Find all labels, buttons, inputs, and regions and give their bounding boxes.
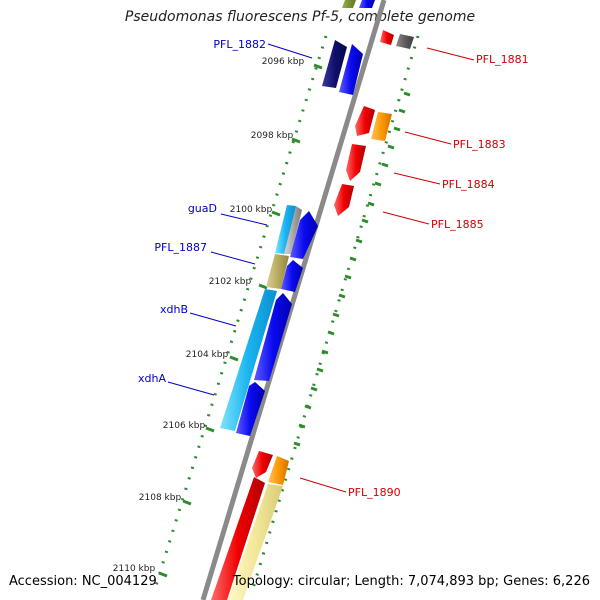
gene-feature-pfl-1887-a [266, 254, 289, 289]
gene-label-xdhb[interactable]: xdhB [160, 303, 188, 316]
gene-feature-pfl-1881-b [396, 34, 414, 49]
gene-feature-xdha [236, 382, 265, 436]
ruler-tick [271, 210, 281, 217]
gene-label-leader [299, 477, 347, 493]
strand-dash [361, 218, 369, 224]
gene-feature-pfl-1890-a [252, 451, 273, 478]
strand-dash [355, 238, 363, 244]
ruler-tick-label: 2098 kbp [251, 131, 294, 141]
map-title: Pseudomonas fluorescens Pf-5, complete g… [124, 9, 476, 25]
ruler-tick [182, 499, 192, 506]
gene-feature-xdhb-b [254, 293, 292, 381]
strand-dash [367, 201, 375, 207]
gene-feature-xdhb-a [220, 289, 277, 431]
gene-feature-pfl-1887-b [281, 260, 303, 292]
ruler-tick [158, 571, 168, 578]
gene-label-pfl-1885[interactable]: PFL_1885 [431, 218, 484, 231]
gene-feature-olive-top [342, 0, 356, 8]
ruler-tick-label: 2110 kbp [113, 564, 156, 574]
gene-feature-pfl-1882-b [339, 44, 363, 95]
gene-feature-pfl-1883-b [371, 112, 392, 141]
ruler-tick [291, 137, 301, 144]
strand-dash [398, 108, 406, 114]
strand-dash [332, 312, 340, 318]
gene-label-pfl-1890[interactable]: PFL_1890 [348, 486, 401, 499]
gene-feature-pfl-1881-a [380, 30, 394, 45]
strand-dash [381, 162, 389, 168]
gene-features [211, 0, 414, 600]
gene-feature-pfl-1882-a [322, 40, 347, 88]
strand-dash [304, 404, 312, 410]
strand-dash [321, 349, 329, 355]
accession-label: Accession: NC_004129 [9, 574, 157, 589]
gene-label-pfl-1887[interactable]: PFL_1887 [154, 241, 207, 254]
gene-feature-pfl-1890-b [268, 456, 289, 485]
gene-label-leader [210, 251, 256, 265]
ruler-tick [205, 426, 215, 433]
ruler-tick [258, 283, 268, 290]
gene-labels: PFL_1882 guaD PFL_1887 xdhB xdhA PFL_1881 PFL_… [138, 38, 529, 499]
strand-dash [387, 144, 395, 150]
gene-feature-pfl-1884 [346, 144, 366, 181]
strand-dash [298, 423, 306, 429]
ruler-tick-label: 2108 kbp [139, 493, 182, 503]
strand-dash [316, 367, 324, 373]
gene-feature-pfl-1883-a [355, 106, 375, 136]
strand-dash [344, 274, 352, 280]
ruler-tick-label: 2096 kbp [262, 57, 305, 67]
ruler-tick [313, 63, 323, 70]
gene-label-xdha[interactable]: xdhA [138, 372, 166, 385]
ruler-tick-label: 2100 kbp [230, 205, 273, 215]
gene-label-leader [220, 213, 268, 226]
gene-label-guad[interactable]: guaD [188, 202, 217, 215]
strand-dash [310, 386, 318, 392]
gene-feature-long-red [211, 477, 265, 600]
gene-label-leader [393, 172, 441, 185]
ruler-tick [229, 355, 239, 362]
gene-label-leader [404, 131, 452, 145]
gene-label-leader [267, 43, 313, 59]
strand-dash [349, 256, 357, 262]
strand-dash [393, 126, 401, 132]
gene-label-pfl-1884[interactable]: PFL_1884 [442, 178, 495, 191]
gene-label-leader [167, 381, 215, 396]
gene-feature-blue-top [359, 0, 375, 8]
gene-feature-pfl-1885 [334, 184, 354, 216]
gene-label-leader [382, 211, 430, 225]
strand-dash [403, 91, 411, 97]
gene-feature-guad-b [284, 206, 302, 254]
ruler-tick-label: 2102 kbp [209, 277, 252, 287]
outer-guide-line-left [152, 35, 328, 593]
gene-feature-long-pale [228, 484, 283, 600]
gene-label-pfl-1882[interactable]: PFL_1882 [213, 38, 266, 51]
ruler-tick-label: 2106 kbp [163, 421, 206, 431]
strand-dash [338, 293, 346, 299]
gene-feature-guad-a [275, 205, 296, 254]
ruler-tick-label: 2104 kbp [186, 350, 229, 360]
kbp-ruler: 2096 kbp 2098 kbp 2100 kbp 2102 kbp 2104 kbp… [113, 57, 411, 578]
gene-label-pfl-1881[interactable]: PFL_1881 [476, 53, 529, 66]
gene-feature-guad-c [290, 211, 318, 259]
genome-backbone [200, 0, 387, 600]
gene-label-leader [426, 47, 475, 61]
strand-dash [374, 181, 382, 187]
genome-summary-label: Topology: circular; Length: 7,074,893 bp… [232, 574, 590, 589]
gene-label-pfl-1883[interactable]: PFL_1883 [453, 138, 506, 151]
gene-label-leader [189, 312, 237, 327]
strand-dash [293, 441, 301, 447]
strand-dash [327, 330, 335, 336]
